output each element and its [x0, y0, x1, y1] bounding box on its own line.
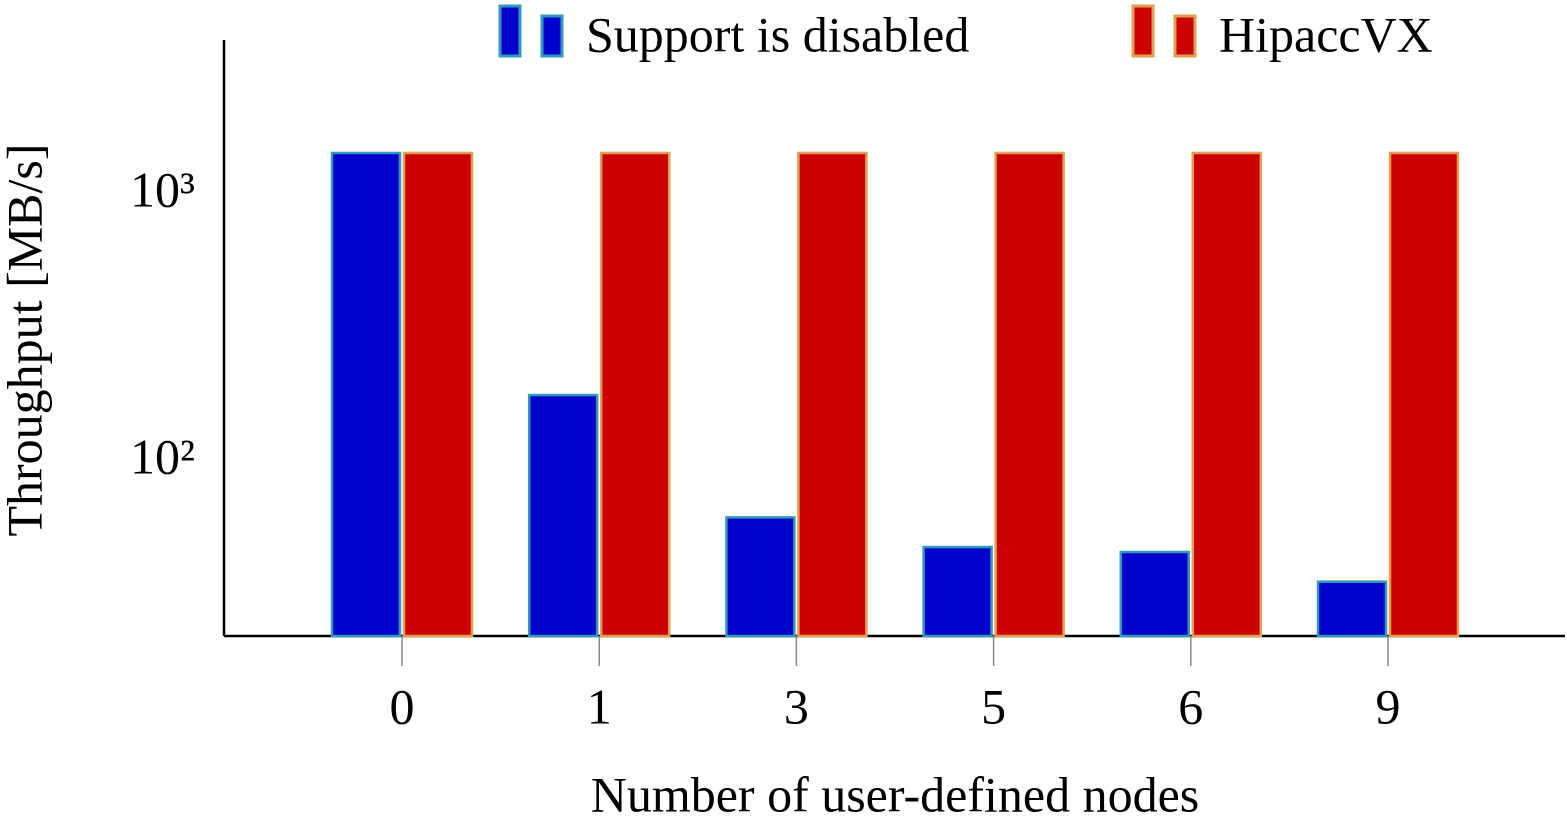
bar	[527, 393, 599, 638]
legend-swatch	[1131, 4, 1155, 58]
legend-label: Support is disabled	[586, 6, 969, 62]
bar	[402, 151, 474, 638]
y-tick-label: 10²	[130, 428, 195, 484]
bar	[1119, 550, 1191, 638]
legend-swatch	[498, 4, 522, 58]
bar	[599, 151, 671, 638]
bar	[1191, 151, 1263, 638]
x-tick-label: 9	[1376, 678, 1401, 734]
x-tick-label: 3	[784, 678, 809, 734]
y-axis-label: Throughput [MB/s]	[0, 143, 52, 536]
legend-swatch	[540, 14, 564, 58]
bar	[994, 151, 1065, 638]
x-tick-label: 0	[390, 678, 415, 734]
bar	[1388, 151, 1460, 638]
bar	[330, 151, 402, 638]
x-tick-label: 6	[1178, 678, 1203, 734]
y-tick-label: 10³	[130, 161, 195, 217]
legend-label: HipaccVX	[1219, 6, 1433, 62]
x-tick-label: 1	[587, 678, 612, 734]
legend-swatch	[1173, 14, 1197, 58]
bar	[1316, 580, 1388, 638]
x-axis-label: Number of user-defined nodes	[591, 766, 1200, 822]
bar	[797, 151, 868, 638]
bar	[725, 516, 796, 638]
bar	[922, 545, 993, 638]
x-tick-label: 5	[981, 678, 1006, 734]
